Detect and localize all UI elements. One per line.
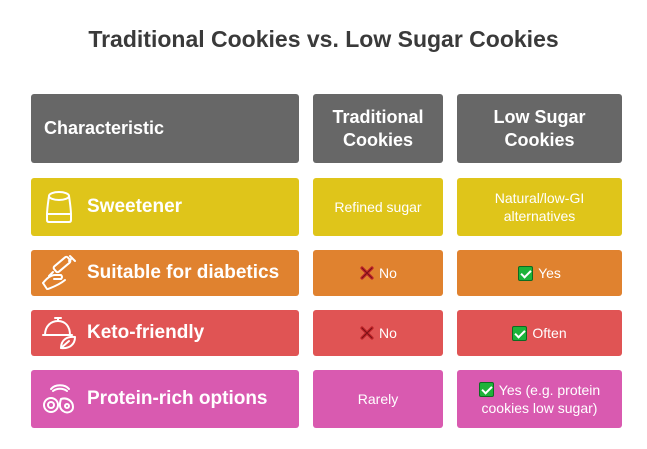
row-protein-label: Protein-rich options — [31, 370, 299, 428]
cell-value: Often — [532, 325, 567, 341]
cell-value-text: Yes (e.g. protein — [498, 382, 601, 398]
header-traditional-cookies: Traditional Cookies — [313, 94, 443, 163]
cell-value: Yes — [538, 265, 561, 281]
cell-value-line1: Yes (e.g. protein — [478, 381, 601, 399]
header-low-sugar-cookies: Low Sugar Cookies — [457, 94, 622, 163]
header-traditional-line1: Traditional — [332, 106, 424, 127]
keto-traditional-cell: No — [313, 310, 443, 356]
cell-value-line2: cookies low sugar) — [481, 400, 598, 416]
cell-value: Refined sugar — [334, 199, 422, 215]
header-lowsugar-line1: Low Sugar — [493, 106, 586, 127]
sugar-jar-icon — [46, 191, 72, 223]
cell-value: No — [379, 325, 397, 341]
cell-value-line1: Natural/low-GI — [494, 190, 585, 206]
page-title: Traditional Cookies vs. Low Sugar Cookie… — [88, 26, 559, 52]
check-mark-icon — [478, 382, 494, 397]
cross-mark-icon — [360, 326, 374, 340]
row-diabetics-label: Suitable for diabetics — [31, 250, 299, 296]
diabetics-traditional-cell: No — [313, 250, 443, 296]
row-label-text: Sweetener — [87, 196, 183, 217]
row-keto-label: Keto-friendly — [31, 310, 299, 356]
header-lowsugar-line2: Cookies — [504, 129, 575, 150]
sweetener-traditional-cell: Refined sugar — [313, 178, 443, 236]
cross-mark-icon — [360, 266, 374, 280]
protein-traditional-cell: Rarely — [313, 370, 443, 428]
keto-lowsugar-cell: Often — [457, 310, 622, 356]
check-mark-icon — [518, 265, 534, 281]
cell-value: Rarely — [357, 391, 399, 407]
protein-lowsugar-cell: Yes (e.g. protein cookies low sugar) — [457, 370, 622, 428]
row-sweetener-label: Sweetener — [31, 178, 299, 236]
header-traditional-line2: Cookies — [342, 129, 413, 150]
protein-food-icon — [43, 384, 74, 414]
check-mark-icon — [512, 325, 528, 341]
sweetener-lowsugar-cell: Natural/low-GI alternatives — [457, 178, 622, 236]
row-label-text: Suitable for diabetics — [87, 262, 280, 283]
cell-value: No — [379, 265, 397, 281]
header-characteristic-label: Characteristic — [44, 118, 165, 138]
cloche-leaf-icon — [42, 317, 76, 350]
cell-value-line2: alternatives — [503, 208, 576, 224]
row-label-text: Keto-friendly — [87, 322, 205, 343]
diabetics-lowsugar-cell: Yes — [457, 250, 622, 296]
row-label-text: Protein-rich options — [87, 388, 268, 409]
insulin-syringe-hand-icon — [42, 255, 76, 290]
header-characteristic: Characteristic — [31, 94, 299, 163]
